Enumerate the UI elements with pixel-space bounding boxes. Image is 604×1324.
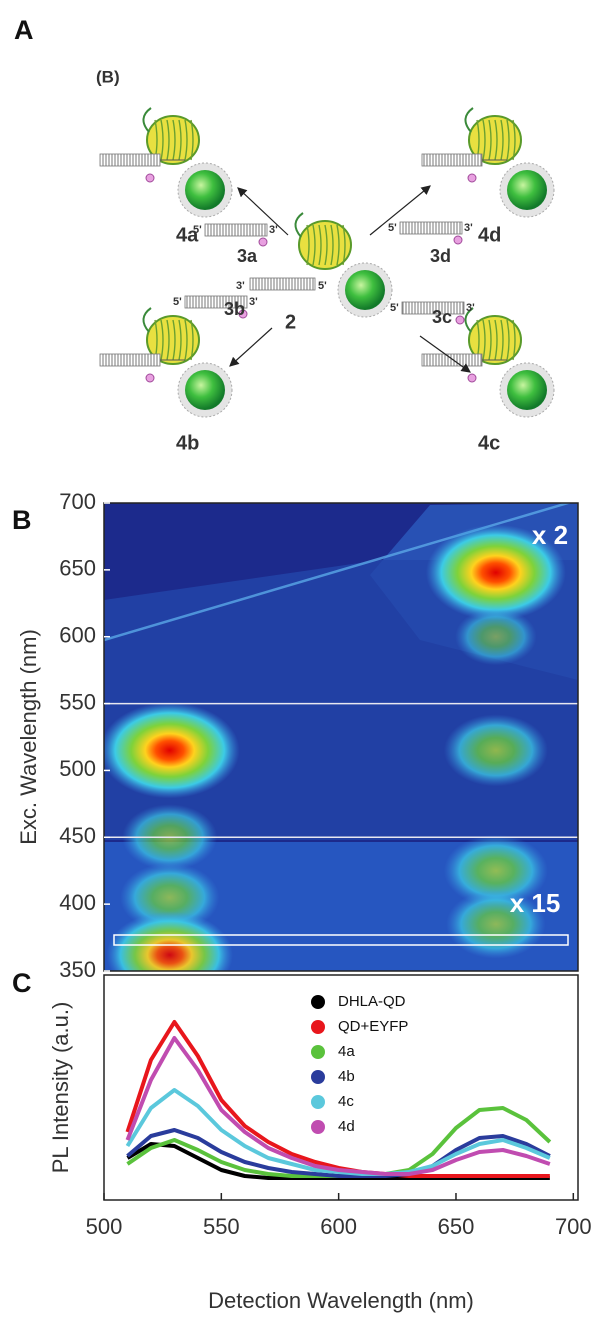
- y-tick-label: 700: [59, 489, 96, 514]
- legend-marker: [311, 1095, 325, 1109]
- protein: [295, 213, 351, 269]
- end-label: 5': [193, 224, 202, 236]
- quantum-dot: [185, 170, 225, 210]
- strand-label: 3d: [430, 246, 451, 266]
- end-label: 3': [236, 280, 245, 292]
- end-label: 3': [249, 296, 258, 308]
- dye: [454, 236, 462, 244]
- arrow: [230, 328, 272, 366]
- panel-c: C 500 550 600 650 700 DHLA-QD QD+EYFP 4a 4b 4c 4d De…: [12, 968, 592, 1313]
- panel-label: C: [12, 968, 32, 998]
- sub-label: (B): [96, 67, 120, 86]
- legend-marker: [311, 1020, 325, 1034]
- panel-label: B: [12, 505, 32, 535]
- strand-label: 3c: [432, 307, 452, 327]
- complex-label: 4c: [478, 432, 500, 454]
- end-label: 3': [466, 302, 475, 314]
- panel-label: A: [14, 15, 34, 45]
- y-tick-label: 650: [59, 556, 96, 581]
- complex-label: 4d: [478, 224, 501, 246]
- y-axis-title: PL Intensity (a.u.): [48, 1002, 73, 1174]
- center-label: 2: [285, 311, 296, 333]
- dye: [146, 374, 154, 382]
- y-axis-title: Exc. Wavelength (nm): [16, 629, 41, 845]
- x-axis-title: Detection Wavelength (nm): [208, 1288, 474, 1313]
- end-label: 5': [173, 296, 182, 308]
- figure: A (B) 4a 4d 4b 4c 3' 5' 2 5' 3' 3a 5' 3' 3d 5' 3' 3b 5' 3' 3…: [0, 0, 604, 1319]
- end-label: 5': [390, 302, 399, 314]
- dna-strand: [100, 154, 160, 166]
- legend-marker: [311, 995, 325, 1009]
- dye: [456, 316, 464, 324]
- quantum-dot: [507, 370, 547, 410]
- heat-spot: [444, 714, 548, 786]
- end-label: 5': [388, 222, 397, 234]
- legend-label: 4c: [338, 1093, 354, 1110]
- heatmap: [100, 500, 578, 998]
- dye: [146, 174, 154, 182]
- dna-strand: [250, 278, 315, 290]
- end-label: 3': [464, 222, 473, 234]
- y-tick-label: 450: [59, 823, 96, 848]
- dna-strand: [205, 224, 267, 236]
- legend-label: 4d: [338, 1118, 355, 1135]
- strand-label: 3a: [237, 246, 258, 266]
- heat-spot: [455, 608, 537, 665]
- annotation: x 2: [532, 520, 568, 550]
- dna-strand: [400, 222, 462, 234]
- page: { "panel_a": { "label": "A", "sublabel":…: [0, 0, 604, 1319]
- legend-marker: [311, 1120, 325, 1134]
- legend-marker: [311, 1070, 325, 1084]
- x-tick-label: 500: [86, 1214, 123, 1239]
- annotation: x 15: [510, 888, 561, 918]
- legend-label: DHLA-QD: [338, 993, 406, 1010]
- dna-strand: [422, 354, 482, 366]
- x-tick-label: 650: [438, 1214, 475, 1239]
- y-tick-label: 550: [59, 689, 96, 714]
- x-tick-label: 600: [320, 1214, 357, 1239]
- dna-strand: [422, 154, 482, 166]
- y-tick-label: 600: [59, 623, 96, 648]
- strand-label: 3b: [224, 299, 245, 319]
- x-tick-label: 550: [203, 1214, 240, 1239]
- y-tick-label: 400: [59, 890, 96, 915]
- quantum-dot: [507, 170, 547, 210]
- heat-spot: [100, 702, 240, 798]
- dye: [468, 374, 476, 382]
- y-tick-label: 350: [59, 957, 96, 982]
- legend-label: QD+EYFP: [338, 1018, 408, 1035]
- dye: [259, 238, 267, 246]
- x-tick-label: 700: [555, 1214, 592, 1239]
- quantum-dot: [185, 370, 225, 410]
- complex-label: 4b: [176, 432, 199, 454]
- legend-label: 4b: [338, 1068, 355, 1085]
- dna-strand: [100, 354, 160, 366]
- y-tick-label: 500: [59, 756, 96, 781]
- legend-marker: [311, 1045, 325, 1059]
- legend-label: 4a: [338, 1043, 355, 1060]
- end-label: 3': [269, 224, 278, 236]
- dye: [468, 174, 476, 182]
- end-label: 5': [318, 280, 327, 292]
- quantum-dot: [345, 270, 385, 310]
